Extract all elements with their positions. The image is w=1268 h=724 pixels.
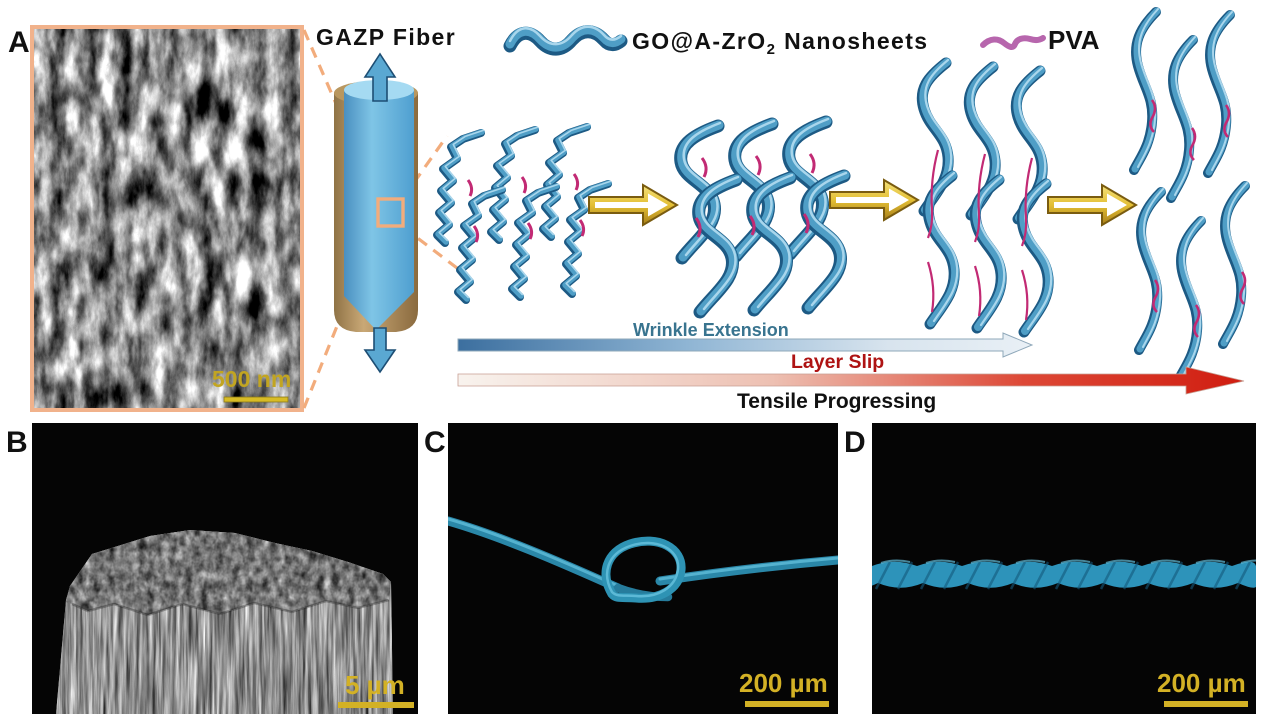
svg-text:Wrinkle Extension: Wrinkle Extension	[633, 320, 789, 340]
svg-text:500 nm: 500 nm	[212, 366, 291, 392]
svg-text:D: D	[844, 426, 866, 459]
svg-text:C: C	[424, 426, 446, 459]
svg-text:Tensile Progressing: Tensile Progressing	[737, 390, 936, 413]
svg-text:200 µm: 200 µm	[739, 668, 828, 698]
svg-text:5 µm: 5 µm	[345, 670, 405, 700]
svg-text:PVA: PVA	[1048, 25, 1100, 55]
svg-text:A: A	[8, 26, 30, 59]
svg-text:200 µm: 200 µm	[1157, 668, 1246, 698]
svg-text:Layer Slip: Layer Slip	[791, 351, 884, 373]
svg-text:GAZP Fiber: GAZP Fiber	[316, 24, 456, 50]
svg-text:B: B	[6, 426, 28, 459]
svg-text:GO@A-ZrO2 Nanosheets: GO@A-ZrO2 Nanosheets	[632, 28, 929, 58]
